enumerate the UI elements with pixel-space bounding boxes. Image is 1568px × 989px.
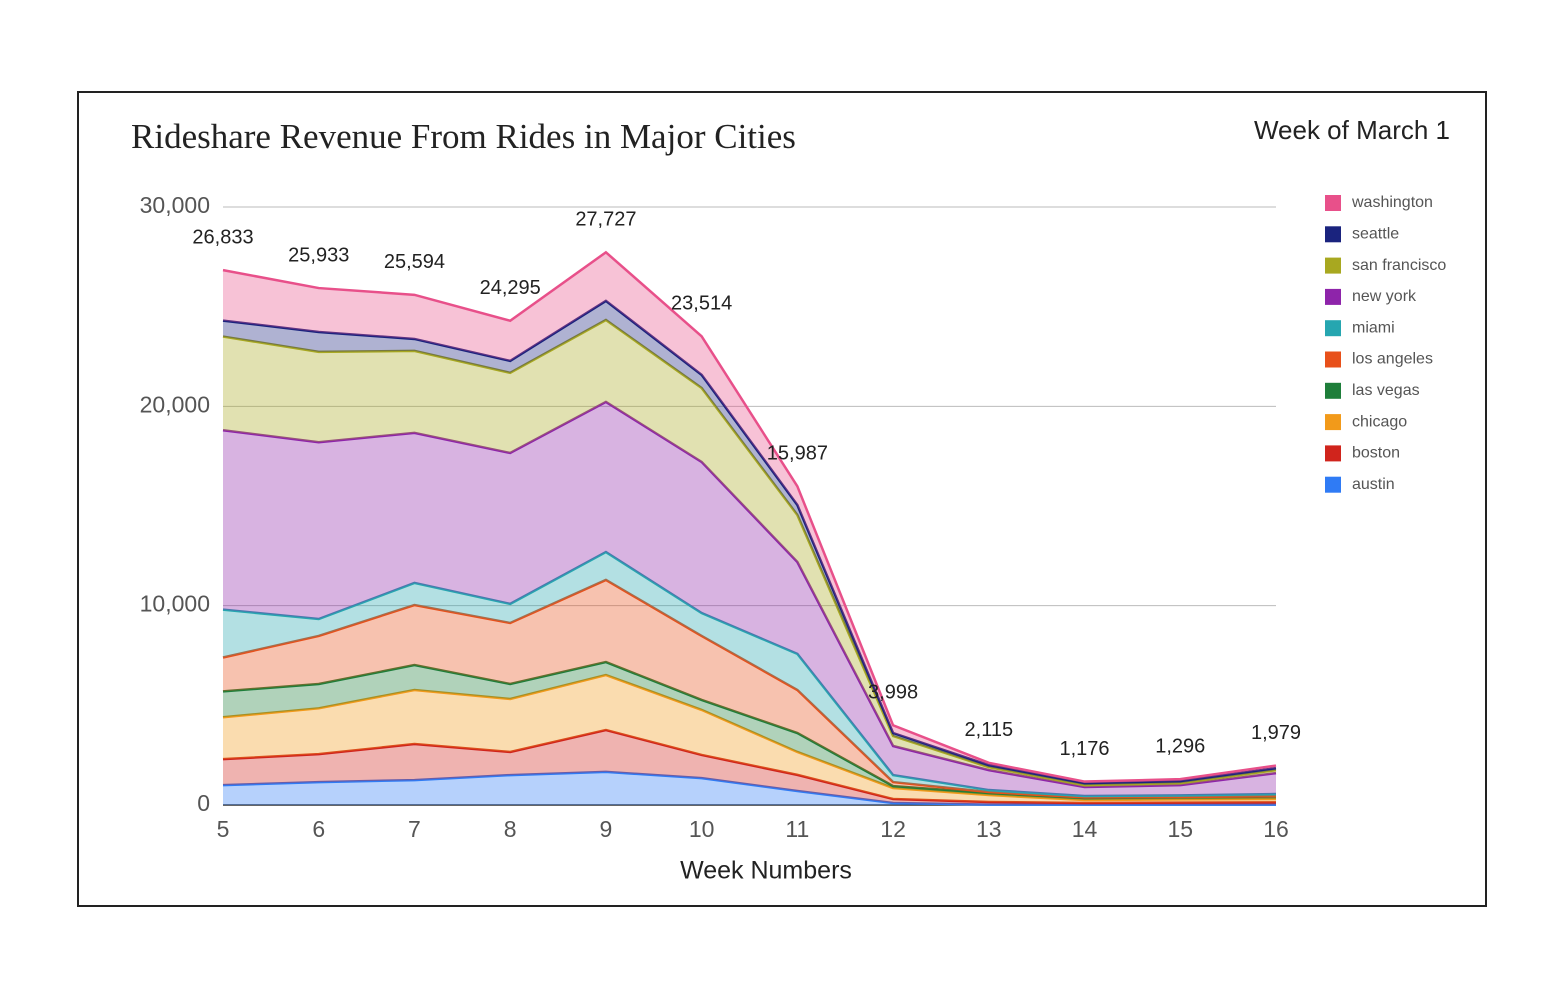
total-label: 3,998 — [868, 682, 918, 704]
y-tick-label: 30,000 — [140, 192, 210, 218]
x-tick-label: 15 — [1167, 816, 1193, 842]
total-label: 1,176 — [1060, 738, 1110, 760]
total-label: 15,987 — [767, 443, 828, 465]
legend-swatch — [1325, 414, 1341, 431]
area-fill — [223, 401, 1276, 797]
total-label: 27,727 — [575, 209, 636, 231]
area-line — [222, 400, 1277, 789]
legend-swatch — [1325, 195, 1341, 211]
legend-label: san francisco — [1352, 257, 1446, 274]
x-tick-label: 14 — [1072, 816, 1098, 842]
legend-swatch — [1325, 226, 1341, 243]
x-tick-label: 7 — [408, 816, 421, 842]
area-fill — [223, 252, 1276, 784]
legend-label: chicago — [1352, 413, 1407, 430]
x-tick-label: 11 — [785, 816, 809, 842]
area-fill — [223, 300, 1276, 786]
legend-swatch — [1325, 288, 1341, 305]
total-label: 1,979 — [1251, 722, 1301, 744]
legend-swatch — [1325, 320, 1341, 337]
area-line — [222, 728, 1277, 805]
area-line — [222, 673, 1277, 802]
area-fill — [223, 579, 1276, 799]
area-fill — [223, 552, 1276, 798]
area-line — [222, 318, 1277, 787]
area-fill — [223, 662, 1276, 801]
area-fill — [223, 771, 1276, 805]
x-tick-label: 13 — [976, 816, 1002, 842]
area-fill — [223, 320, 1276, 788]
legend-label: boston — [1352, 445, 1400, 462]
x-tick-label: 5 — [217, 816, 230, 842]
legend-label: las vegas — [1352, 382, 1420, 399]
legend-swatch — [1325, 351, 1341, 368]
legend-swatch — [1325, 257, 1341, 274]
total-label: 1,296 — [1155, 735, 1205, 757]
area-line — [222, 550, 1277, 798]
x-axis-title: Week Numbers — [680, 857, 852, 885]
area-fill — [223, 730, 1276, 805]
chart-title: Rideshare Revenue From Rides in Major Ci… — [131, 117, 796, 156]
total-label: 23,514 — [671, 293, 732, 315]
total-label: 2,115 — [965, 719, 1014, 741]
x-tick-label: 9 — [600, 816, 613, 842]
total-label: 26,833 — [192, 226, 253, 248]
legend-label: miami — [1352, 319, 1395, 336]
total-label: 25,594 — [384, 251, 445, 273]
y-tick-label: 20,000 — [140, 391, 210, 417]
area-line — [222, 578, 1277, 799]
x-tick-label: 8 — [504, 816, 517, 842]
legend-label: seattle — [1352, 226, 1399, 243]
area-fill — [223, 675, 1276, 804]
legend-swatch — [1325, 382, 1341, 399]
x-tick-label: 12 — [880, 816, 906, 842]
legend-label: washington — [1351, 194, 1433, 211]
total-label: 24,295 — [480, 277, 541, 299]
legend-label: los angeles — [1352, 351, 1433, 368]
legend-swatch — [1325, 445, 1341, 462]
y-tick-label: 0 — [197, 790, 210, 816]
area-line — [222, 770, 1276, 806]
legend-label: austin — [1352, 476, 1395, 493]
x-tick-label: 16 — [1263, 816, 1289, 842]
legend-swatch — [1325, 476, 1341, 493]
chart-subtitle: Week of March 1 — [1254, 115, 1450, 145]
y-tick-label: 10,000 — [140, 591, 210, 617]
area-line — [222, 299, 1277, 785]
legend-label: new york — [1352, 288, 1417, 305]
x-tick-label: 10 — [689, 816, 715, 842]
total-label: 25,933 — [288, 244, 349, 266]
area-line — [222, 250, 1277, 783]
x-tick-label: 6 — [312, 816, 325, 842]
